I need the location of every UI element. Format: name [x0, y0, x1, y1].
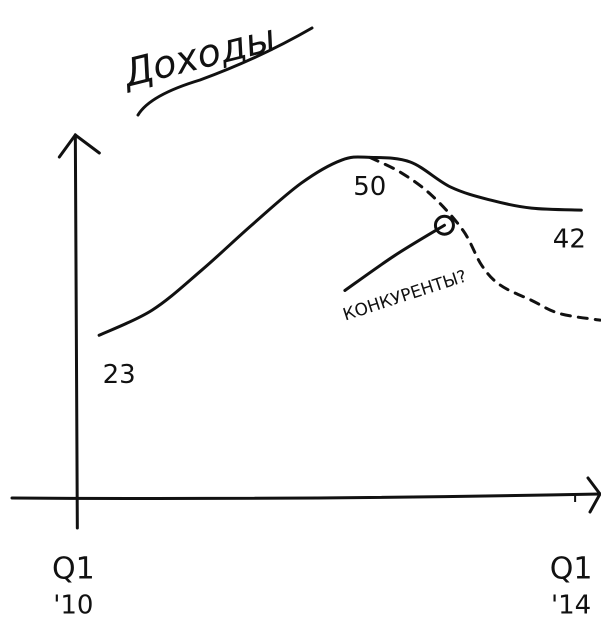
line	[97, 155, 583, 337]
x-axis-arrow	[586, 476, 601, 514]
annotation: КОНКУРЕНТЫ?	[341, 267, 470, 326]
y-axis-arrow	[57, 132, 101, 159]
title-underline	[136, 26, 314, 117]
line	[343, 223, 446, 292]
point-marker	[433, 214, 455, 236]
x-tick-label: Q1	[52, 552, 95, 587]
value-label: 23	[103, 360, 136, 390]
y-axis	[73, 133, 79, 530]
value-label: 50	[353, 172, 386, 202]
dashed-line	[368, 155, 601, 322]
x-axis	[10, 492, 601, 500]
value-label: 42	[553, 225, 586, 255]
x-tick-sublabel: '14	[551, 591, 591, 621]
x-tick-sublabel: '10	[53, 591, 93, 621]
x-tick-label: Q1	[550, 552, 593, 587]
